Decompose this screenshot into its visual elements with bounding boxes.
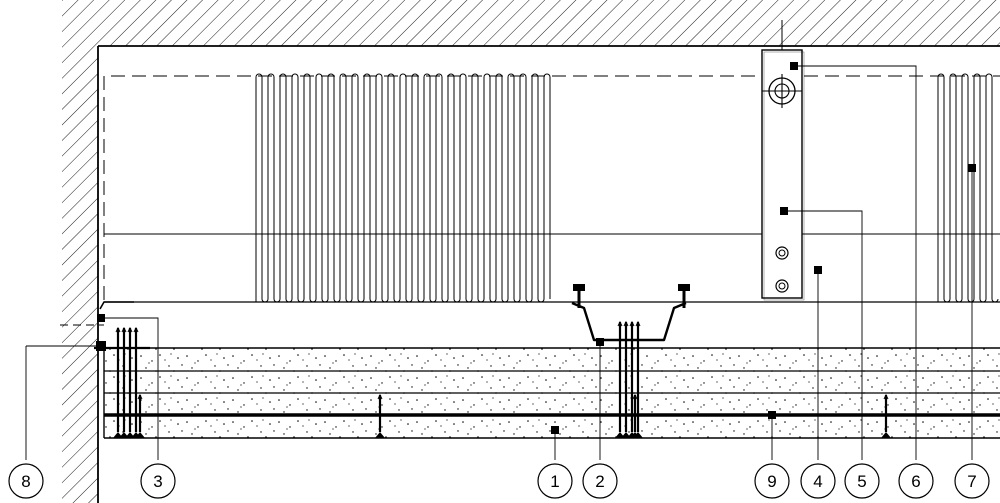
screw-icon bbox=[881, 393, 891, 438]
screw-icon bbox=[630, 393, 640, 438]
board-screws bbox=[113, 320, 891, 438]
hat-channel bbox=[571, 301, 687, 342]
channel-screw-icon bbox=[573, 284, 585, 308]
callout-3: 3 bbox=[140, 463, 176, 499]
svg-text:5: 5 bbox=[857, 472, 866, 491]
screw-icon bbox=[135, 393, 145, 438]
svg-text:3: 3 bbox=[153, 472, 162, 491]
wall-hatching bbox=[62, 0, 1000, 503]
callout-9: 9 bbox=[754, 463, 790, 499]
svg-text:7: 7 bbox=[967, 472, 976, 491]
insulation-wave-path bbox=[937, 73, 999, 303]
svg-text:6: 6 bbox=[911, 472, 920, 491]
callout-4: 4 bbox=[800, 463, 836, 499]
callout-7: 7 bbox=[954, 463, 990, 499]
insulation-wave-path bbox=[255, 73, 551, 303]
board-layers bbox=[103, 347, 1000, 439]
svg-text:2: 2 bbox=[595, 472, 604, 491]
channel-screw-icon bbox=[678, 284, 690, 308]
callout-2: 2 bbox=[582, 463, 618, 499]
svg-text:4: 4 bbox=[813, 472, 822, 491]
insulation-waves-left bbox=[255, 73, 551, 303]
screw-icon bbox=[375, 393, 385, 438]
screw-head-icon bbox=[775, 279, 789, 293]
bolt-icon bbox=[762, 74, 802, 108]
leader-lines bbox=[25, 65, 973, 460]
edge-angle bbox=[99, 301, 134, 310]
callout-1: 1 bbox=[537, 463, 573, 499]
svg-text:9: 9 bbox=[767, 472, 776, 491]
callout-6: 6 bbox=[898, 463, 934, 499]
callout-8: 8 bbox=[8, 463, 44, 499]
insulation-waves-right bbox=[937, 73, 999, 303]
svg-text:1: 1 bbox=[550, 472, 559, 491]
callout-5: 5 bbox=[844, 463, 880, 499]
svg-text:8: 8 bbox=[21, 472, 30, 491]
dashed-ceiling-line bbox=[103, 75, 1000, 300]
leader-markers bbox=[96, 62, 976, 434]
screw-head-icon bbox=[775, 246, 789, 260]
